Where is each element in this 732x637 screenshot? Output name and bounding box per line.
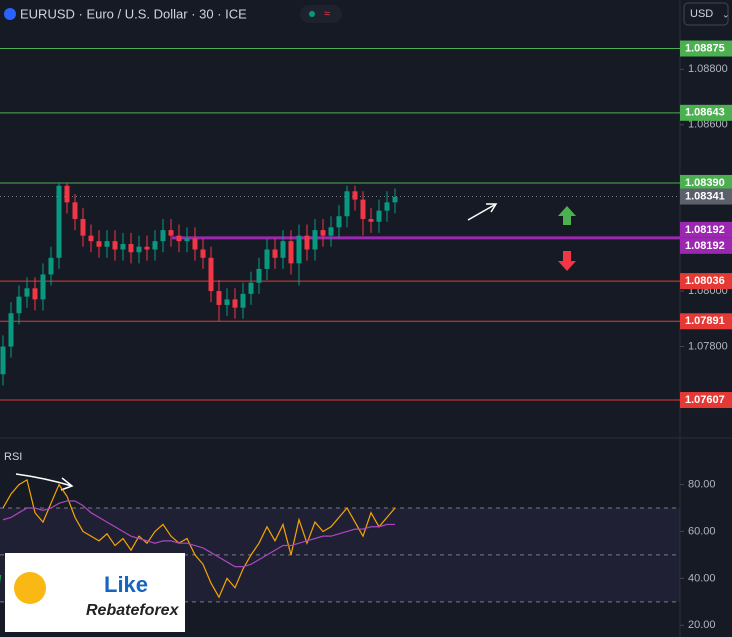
candle-body: [336, 216, 342, 228]
price-label-box: [680, 40, 732, 57]
candle-body: [32, 288, 38, 300]
y-tick-label: 1.07800: [688, 340, 728, 352]
candle-body: [320, 230, 326, 236]
candle-body: [256, 268, 262, 283]
price-label: 1.07891: [685, 315, 725, 327]
y-tick-label: 1.08800: [688, 63, 728, 75]
status-pill: [300, 5, 342, 23]
currency-label: USD: [690, 8, 713, 20]
candle-body: [40, 274, 46, 300]
candle-body: [144, 246, 150, 250]
price-label-box: [680, 392, 732, 409]
candle-body: [136, 246, 142, 253]
logo-mascot: [14, 572, 46, 604]
price-label: 1.08390: [685, 177, 725, 189]
candle-body: [248, 282, 254, 294]
candle-body: [392, 196, 398, 203]
y-tick-label: 60.00: [688, 525, 716, 537]
candle-body: [0, 346, 6, 375]
y-tick-label: 80.00: [688, 478, 716, 490]
candle-body: [168, 230, 174, 236]
currency-caret: ⌄: [722, 9, 730, 19]
logo-text: Like: [104, 572, 148, 597]
price-label-box: [680, 237, 732, 254]
candle-body: [80, 219, 86, 236]
y-tick-label: 40.00: [688, 572, 716, 584]
candle-body: [200, 249, 206, 258]
price-label-box: [680, 273, 732, 290]
candle-body: [184, 238, 190, 242]
price-label: 1.08643: [685, 107, 725, 119]
price-label-box: [680, 104, 732, 121]
candle-body: [376, 210, 382, 222]
candle-body: [48, 257, 54, 275]
candle-body: [208, 257, 214, 292]
candle-body: [56, 185, 62, 258]
candle-body: [192, 238, 198, 250]
down-arrow-icon: [558, 251, 576, 271]
candle-body: [8, 313, 14, 347]
annotations: [15, 203, 498, 491]
candle-body: [64, 185, 70, 203]
price-label: 1.08192: [685, 224, 725, 236]
price-label: 1.08192: [685, 240, 725, 252]
rsi-title: RSI: [4, 451, 22, 463]
rsi-line: [2, 500, 395, 568]
candle-body: [328, 227, 334, 236]
price-label-box: [680, 174, 732, 191]
candle-body: [360, 199, 366, 219]
status-icon: ≈: [324, 8, 330, 20]
candle-body: [88, 235, 94, 242]
price-label-box: [680, 188, 732, 205]
candle-body: [296, 235, 302, 264]
candle-body: [368, 219, 374, 222]
price-label: 1.08341: [685, 190, 725, 202]
candle-body: [272, 249, 278, 258]
candle-body: [16, 296, 22, 314]
candle-body: [352, 191, 358, 200]
rsi-line: [2, 478, 396, 599]
symbol-title: EURUSD · Euro / U.S. Dollar · 30 · ICE: [20, 6, 247, 21]
price-label-box: [680, 221, 732, 238]
candle-body: [112, 241, 118, 250]
candle-body: [176, 235, 182, 242]
symbol-icon: [4, 8, 16, 20]
candle-body: [280, 241, 286, 258]
y-tick-label: 20.00: [688, 619, 716, 631]
currency-button[interactable]: [683, 2, 729, 26]
candle-body: [96, 241, 102, 247]
candle-body: [120, 243, 126, 250]
up-arrow-icon: [558, 206, 576, 225]
candle-body: [152, 241, 158, 250]
candle-body: [288, 241, 294, 264]
candle-body: [216, 291, 222, 305]
candle-body: [344, 191, 350, 217]
candle-body: [240, 293, 246, 308]
candle-body: [384, 202, 390, 211]
candle-body: [304, 235, 310, 250]
candle-body: [232, 299, 238, 308]
price-label: 1.08036: [685, 275, 725, 287]
arrow-annotation: [467, 203, 498, 221]
price-label: 1.07607: [685, 394, 725, 406]
logo-text: Rebateforex: [86, 602, 180, 619]
candle-body: [264, 249, 270, 269]
candle-body: [24, 288, 30, 297]
candle-body: [72, 202, 78, 219]
arrow-annotation: [15, 473, 74, 491]
price-label: 1.08875: [685, 42, 725, 54]
candle-body: [224, 299, 230, 305]
candle-body: [160, 230, 166, 242]
y-tick-label: 1.08600: [688, 119, 728, 131]
candle-body: [104, 241, 110, 247]
candle-body: [312, 230, 318, 250]
status-dot: [309, 11, 315, 17]
price-label-box: [680, 313, 732, 330]
candle-body: [128, 243, 134, 253]
